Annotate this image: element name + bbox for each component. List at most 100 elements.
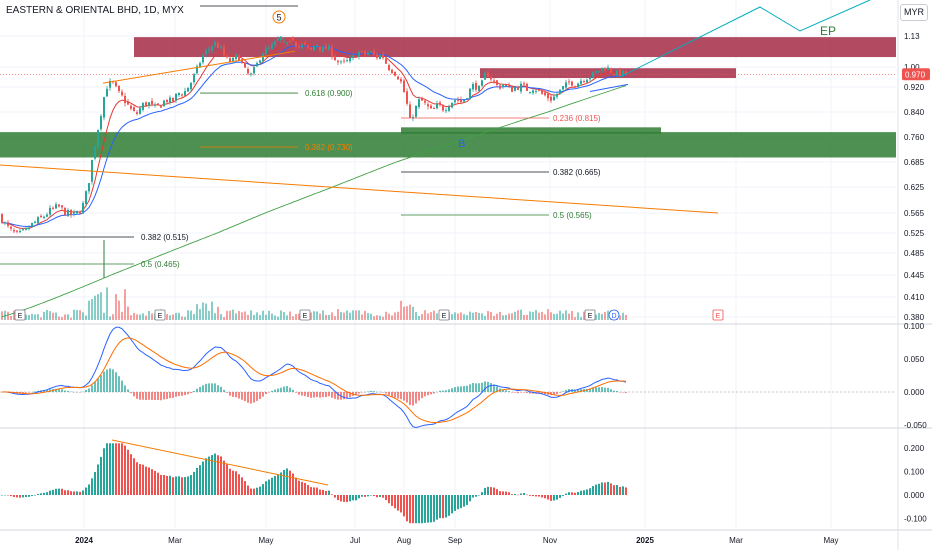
macd-hist-bar-14	[43, 390, 45, 392]
wave-5-circle	[272, 10, 286, 24]
osc-bar-163	[490, 487, 492, 495]
osc-bar-125	[376, 495, 378, 498]
osc-tick-2: 0.000	[904, 491, 925, 500]
macd-hist-bar-78	[235, 392, 237, 398]
candle-body-10	[31, 222, 33, 227]
candle-body-145	[436, 103, 438, 109]
osc-bar-66	[199, 465, 201, 495]
macd-hist-bar-76	[229, 392, 231, 396]
candle-body-48	[145, 102, 147, 106]
macd-hist-bar-111	[334, 392, 336, 399]
candle-body-9	[28, 228, 30, 230]
macd-hist-bar-187	[562, 391, 564, 392]
macd-hist-bar-63	[190, 392, 192, 394]
price-tick-12: 0.380	[904, 313, 925, 322]
volume-bar-9	[28, 314, 30, 320]
candle-body-22	[67, 210, 69, 217]
osc-bar-111	[334, 495, 336, 498]
osc-bar-55	[166, 475, 168, 495]
macd-hist-bar-109	[328, 392, 330, 397]
volume-bar-92	[277, 316, 279, 320]
volume-bar-26	[79, 310, 81, 320]
macd-hist-bar-44	[133, 392, 135, 397]
volume-bars	[1, 287, 627, 320]
candle-body-85	[256, 63, 258, 67]
osc-bar-168	[505, 491, 507, 495]
osc-bar-27	[82, 490, 84, 495]
volume-bar-49	[148, 311, 150, 320]
candle-body-77	[232, 57, 234, 61]
candle-body-20	[61, 205, 63, 208]
volume-bar-181	[544, 314, 546, 320]
osc-bar-83	[250, 488, 252, 495]
candle-body-114	[343, 60, 345, 62]
osc-bar-139	[418, 495, 420, 524]
volume-bar-115	[346, 310, 348, 320]
candle-body-135	[406, 91, 408, 104]
price-tick-6: 0.625	[904, 183, 925, 192]
candle-body-8	[25, 227, 27, 230]
volume-bar-71	[214, 313, 216, 320]
candle-body-56	[169, 97, 171, 103]
candle-body-197	[592, 72, 594, 78]
osc-bar-74	[223, 460, 225, 495]
macd-hist-bar-47	[142, 392, 144, 400]
macd-hist-bar-29	[88, 388, 90, 392]
macd-hist-bar-21	[64, 390, 66, 392]
volume-bar-97	[292, 316, 294, 320]
macd-hist-bar-114	[343, 392, 345, 400]
event-marker-0	[14, 309, 26, 321]
osc-bar-105	[316, 487, 318, 495]
candle-body-186	[559, 89, 561, 94]
candle-body-169	[508, 85, 510, 87]
candle-body-205	[616, 70, 618, 76]
candle-body-51	[154, 104, 156, 106]
macd-hist-bar-40	[121, 380, 123, 392]
osc-bar-5	[16, 495, 18, 498]
candle-body-60	[181, 94, 183, 96]
osc-bar-25	[76, 491, 78, 495]
volume-bar-183	[550, 312, 552, 320]
volume-bar-118	[355, 310, 357, 320]
osc-bar-104	[313, 487, 315, 495]
volume-bar-61	[184, 316, 186, 320]
volume-bar-2	[7, 311, 9, 320]
osc-bar-44	[133, 458, 135, 495]
macd-hist-bar-147	[442, 390, 444, 392]
currency-badge[interactable]: MYR	[900, 4, 928, 21]
volume-bar-55	[166, 314, 168, 320]
osc-bar-7	[22, 495, 24, 498]
macd-hist-bar-83	[250, 392, 252, 404]
macd-pane	[0, 326, 896, 429]
candle-body-199	[598, 70, 600, 73]
macd-hist-bar-52	[157, 392, 159, 401]
event-marker-future	[712, 309, 724, 321]
macd-hist-bar-127	[382, 392, 384, 393]
osc-bar-189	[568, 492, 570, 495]
osc-bar-120	[361, 495, 363, 497]
macd-hist-bar-128	[385, 392, 387, 394]
candle-body-32	[97, 130, 99, 148]
osc-bar-141	[424, 495, 426, 523]
volume-bar-125	[376, 315, 378, 320]
osc-bar-89	[268, 479, 270, 495]
volume-bar-153	[460, 312, 462, 320]
volume-bar-169	[508, 313, 510, 320]
osc-bar-102	[307, 484, 309, 495]
fib-label-2: 0.236 (0.815)	[553, 114, 601, 123]
macd-hist-bar-180	[541, 392, 543, 394]
volume-bar-179	[538, 312, 540, 320]
volume-bar-107	[322, 310, 324, 320]
osc-bar-173	[520, 493, 522, 495]
volume-bar-174	[523, 314, 525, 320]
macd-hist-bar-87	[262, 392, 264, 397]
osc-bar-61	[184, 477, 186, 495]
macd-hist-bar-150	[451, 388, 453, 392]
histogram-pane	[1, 439, 627, 524]
candle-body-54	[163, 100, 165, 107]
osc-bar-179	[538, 495, 540, 497]
osc-bar-113	[340, 495, 342, 502]
volume-bar-160	[481, 313, 483, 320]
